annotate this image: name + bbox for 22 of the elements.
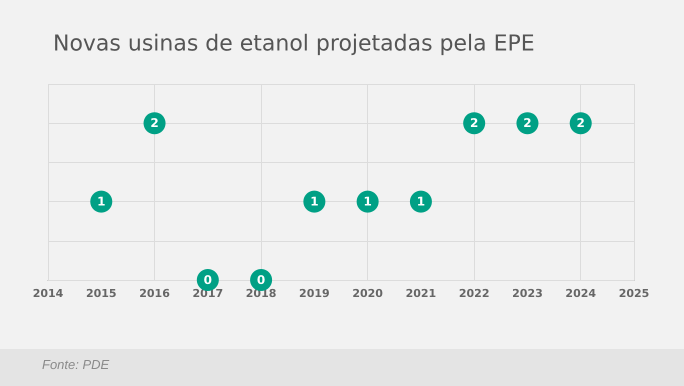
- x-tick-label: 2025: [618, 287, 650, 300]
- x-tick-label: 2015: [86, 287, 117, 300]
- data-label: 2: [576, 116, 585, 130]
- x-tick-label: 2024: [565, 287, 596, 300]
- data-label: 1: [97, 194, 106, 209]
- data-label: 2: [470, 116, 478, 130]
- x-tick-label: 2022: [458, 287, 490, 300]
- x-tick-label: 2019: [299, 287, 330, 300]
- data-label: 0: [256, 273, 266, 287]
- data-label: 2: [150, 116, 159, 130]
- data-label: 1: [416, 194, 426, 209]
- data-label: 1: [310, 194, 319, 209]
- x-tick-label: 2023: [512, 287, 543, 300]
- data-label: 0: [204, 273, 212, 287]
- x-tick-label: 2020: [352, 287, 384, 300]
- data-label: 1: [363, 194, 372, 209]
- data-label: 2: [523, 116, 532, 130]
- x-tick-label: 2021: [406, 287, 436, 300]
- x-tick-label: 2016: [139, 287, 170, 300]
- source-note: Fonte: PDE: [42, 357, 110, 372]
- chart-title: Novas usinas de etanol projetadas pela EPE: [53, 32, 535, 56]
- x-tick-label: 2014: [32, 287, 64, 300]
